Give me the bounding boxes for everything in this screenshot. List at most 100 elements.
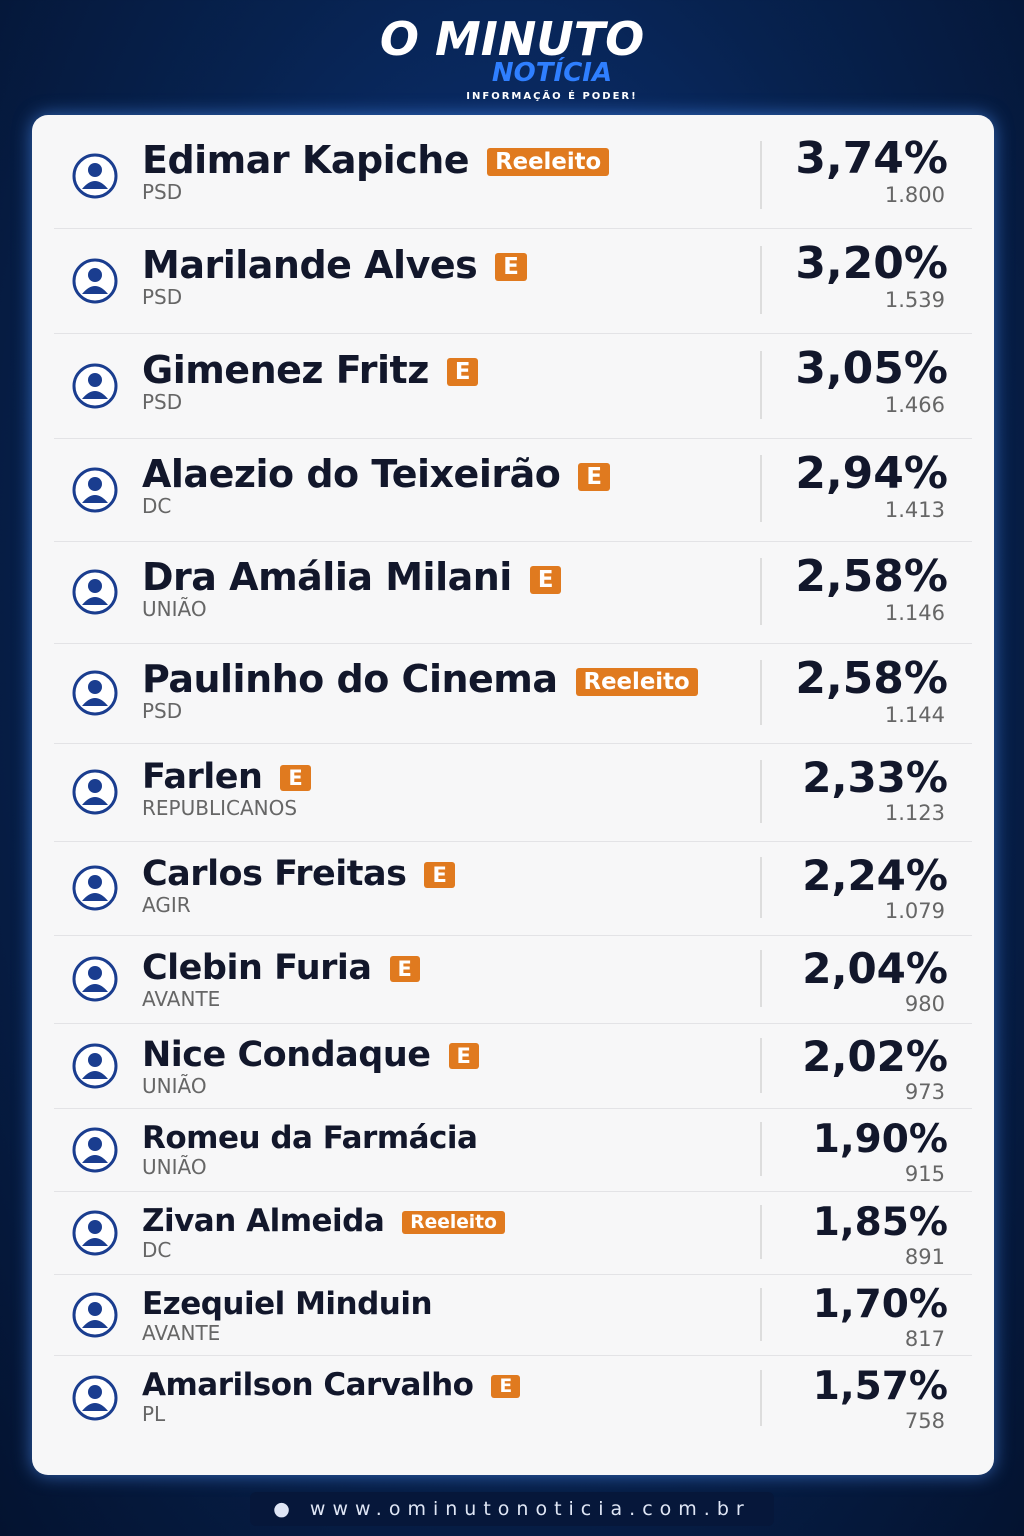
votes: 891 (904, 1244, 945, 1269)
candidate-name: Nice Condaque E (142, 1035, 479, 1075)
name-text: Romeu da Farmácia (142, 1119, 478, 1156)
badge: Reeleito (402, 1210, 505, 1234)
badge: E (448, 1043, 479, 1070)
badge: E (389, 955, 420, 982)
avatar-icon (72, 258, 118, 303)
percent: 2,24% (802, 850, 948, 900)
votes: 1.146 (884, 601, 945, 626)
name-text: Carlos Freitas (142, 854, 407, 895)
row: Ezequiel Minduin AVANTE 1,70% 817 (32, 1276, 994, 1357)
row-separator (54, 333, 972, 334)
votes: 817 (904, 1327, 945, 1352)
party: AVANTE (142, 986, 221, 1011)
divider (760, 140, 762, 209)
divider (760, 1369, 762, 1426)
percent: 3,05% (795, 343, 948, 395)
name-text: Ezequiel Minduin (142, 1285, 433, 1322)
divider (760, 245, 762, 314)
candidate-name: Romeu da Farmácia (142, 1119, 478, 1156)
badge: E (280, 764, 311, 791)
percent: 2,94% (795, 448, 948, 500)
percent: 2,58% (795, 653, 948, 704)
row: Clebin Furia E AVANTE 2,04% 980 (32, 937, 994, 1025)
party: REPUBLICANOS (142, 795, 298, 820)
name-text: Dra Amália Milani (142, 555, 512, 600)
candidate-name: Marilande Alves E (142, 243, 527, 287)
percent: 2,58% (795, 551, 948, 603)
percent: 1,70% (812, 1282, 948, 1328)
candidate-name: Alaezio do Teixeirão E (142, 452, 610, 496)
percent: 2,04% (802, 944, 948, 994)
avatar-icon (72, 1375, 118, 1421)
candidate-name: Zivan Almeida Reeleito (142, 1203, 505, 1239)
name-text: Zivan Almeida (142, 1202, 385, 1239)
avatar-icon (72, 956, 118, 1002)
divider (760, 1122, 762, 1177)
row: Edimar Kapiche Reeleito PSD 3,74% 1.800 (32, 125, 994, 230)
party: PSD (142, 389, 183, 414)
row-separator (54, 438, 972, 439)
candidate-name: Farlen E (142, 757, 311, 797)
divider (760, 950, 762, 1008)
avatar-icon (72, 1127, 118, 1172)
row-separator (54, 935, 972, 936)
badge: E (491, 1375, 521, 1399)
badge: E (529, 565, 562, 594)
party: AGIR (142, 893, 191, 918)
brand-sub: NOTÍCIA (491, 58, 613, 88)
avatar-icon (72, 569, 118, 615)
candidate-name: Ezequiel Minduin (142, 1285, 433, 1322)
votes: 1.800 (884, 183, 945, 208)
votes: 1.413 (884, 498, 945, 523)
candidate-name: Amarilson Carvalho E (142, 1367, 521, 1403)
globe-icon: ● (273, 1498, 310, 1520)
votes: 1.539 (884, 288, 945, 313)
row: Farlen E REPUBLICANOS 2,33% 1.123 (32, 745, 994, 843)
row: Dra Amália Milani E UNIÃO 2,58% 1.146 (32, 543, 994, 645)
name-text: Clebin Furia (142, 947, 372, 988)
badge: E (578, 462, 610, 491)
row-separator (54, 1108, 972, 1109)
badge: Reeleito (575, 667, 698, 696)
badge: E (424, 862, 455, 889)
name-text: Alaezio do Teixeirão (142, 452, 561, 497)
divider (760, 558, 762, 625)
row-separator (54, 1355, 972, 1356)
row: Carlos Freitas E AGIR 2,24% 1.079 (32, 843, 994, 937)
candidate-name: Paulinho do Cinema Reeleito (142, 657, 698, 701)
divider (760, 350, 762, 419)
percent: 3,20% (795, 238, 948, 290)
badge: Reeleito (487, 148, 610, 177)
brand: O MINUTO (379, 12, 645, 66)
row: Amarilson Carvalho E PL 1,57% 758 (32, 1357, 994, 1443)
row: Nice Condaque E UNIÃO 2,02% 973 (32, 1025, 994, 1110)
votes: 915 (904, 1161, 945, 1186)
percent: 3,74% (795, 133, 948, 185)
tagline: INFORMAÇÃO É PODER! (466, 91, 638, 102)
candidate-name: Edimar Kapiche Reeleito (142, 138, 610, 182)
divider (760, 759, 762, 824)
party: UNIÃO (142, 597, 207, 622)
candidate-name: Carlos Freitas E (142, 854, 455, 894)
row-separator (54, 228, 972, 229)
party: PSD (142, 699, 183, 723)
votes: 1.466 (884, 393, 945, 418)
name-text: Gimenez Fritz (142, 347, 429, 392)
divider (760, 857, 762, 919)
results-card: Edimar Kapiche Reeleito PSD 3,74% 1.800 Maril… (32, 115, 994, 1475)
row: Gimenez Fritz E PSD 3,05% 1.466 (32, 335, 994, 440)
avatar-icon (72, 1043, 118, 1088)
avatar-icon (72, 865, 118, 911)
badge: E (495, 253, 527, 282)
divider (760, 660, 762, 725)
party: DC (142, 494, 172, 519)
percent: 2,33% (802, 752, 948, 802)
name-text: Nice Condaque (142, 1035, 431, 1076)
row: Marilande Alves E PSD 3,20% 1.539 (32, 230, 994, 335)
badge: E (446, 358, 479, 387)
percent: 2,02% (802, 1031, 948, 1081)
avatar-icon (72, 153, 118, 198)
row-separator (54, 743, 972, 744)
divider (760, 1205, 762, 1260)
candidate-name: Dra Amália Milani E (142, 555, 562, 600)
